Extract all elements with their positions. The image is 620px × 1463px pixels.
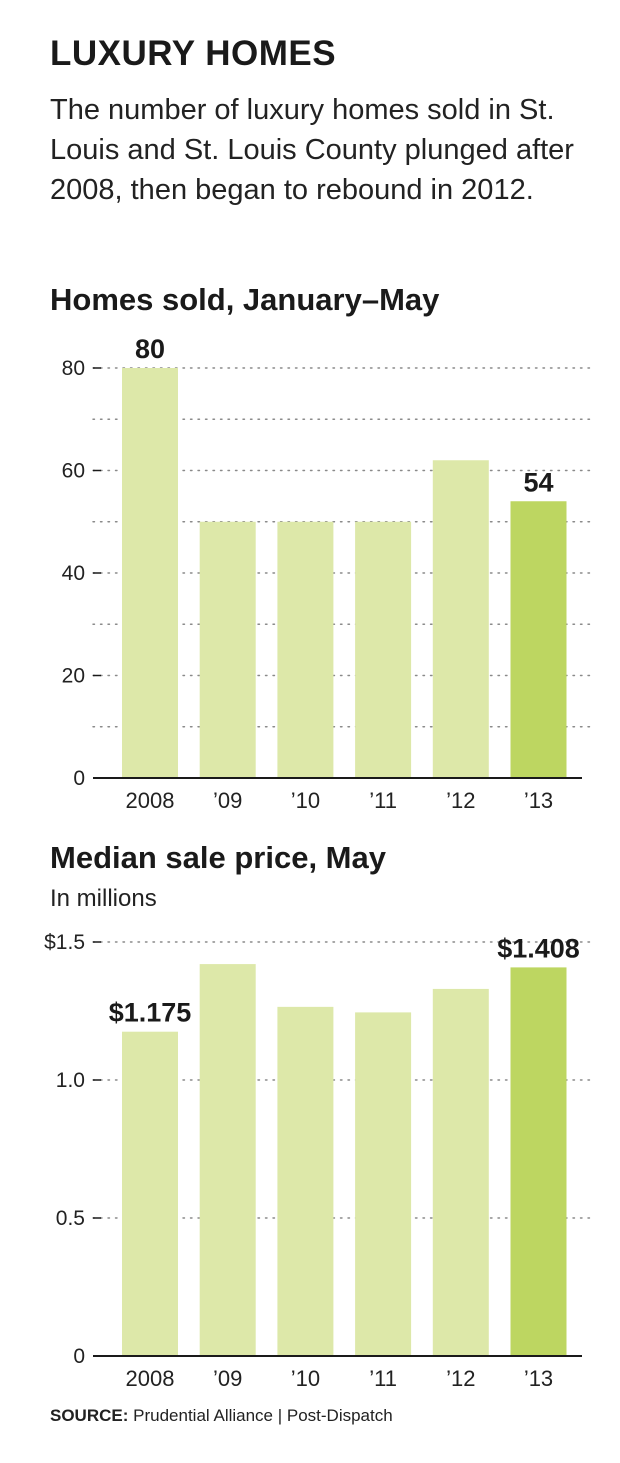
median-price-bar-2	[277, 1006, 334, 1356]
homes-sold-y-tick-label: 0	[73, 767, 85, 790]
median-price-y-tick-label: $1.5	[44, 931, 85, 954]
intro-text: The number of luxury homes sold in St. L…	[50, 94, 574, 206]
homes-sold-category-label: ’10	[291, 788, 320, 813]
homes-sold-bar-1	[199, 521, 256, 778]
median-price-bar-3	[355, 1012, 412, 1356]
homes-sold-category-label: ’09	[213, 788, 242, 813]
homes-sold-category-label: ’11	[369, 788, 397, 813]
homes-sold-y-tick-label: 20	[62, 665, 85, 688]
median-price-bar-0	[122, 1031, 178, 1356]
median-price-category-label: 2008	[126, 1366, 175, 1391]
source-text: Prudential Alliance | Post-Dispatch	[133, 1406, 393, 1425]
homes-sold-y-tick-label: 40	[62, 562, 85, 585]
homes-sold-y-tick-label: 80	[62, 357, 85, 380]
median-price-category-label: ’10	[291, 1366, 320, 1391]
homes-sold-bar-0	[122, 368, 178, 778]
source-label: SOURCE:	[50, 1406, 129, 1425]
homes-sold-category-label: 2008	[126, 788, 175, 813]
homes-sold-data-label: 80	[135, 334, 165, 364]
homes-sold-bar-3	[355, 521, 412, 778]
homes-sold-category-label: ’13	[524, 788, 553, 813]
median-price-data-label: $1.175	[109, 998, 192, 1028]
homes-sold-y-tick-label: 60	[62, 460, 85, 483]
median-price-category-label: ’09	[213, 1366, 242, 1391]
median-price-category-label: ’13	[524, 1366, 553, 1391]
page-title: LUXURY HOMES	[50, 34, 337, 73]
median-price-bar-1	[199, 964, 256, 1356]
homes-sold-bar-chart: 0 20 40 60 80 2008 ’09 ’10 ’11 ’12 ’13 80 54	[62, 334, 591, 813]
median-price-bar-5	[510, 967, 567, 1356]
median-price-bar-chart: 0 0.5 1.0 $1.5 2008 ’09 ’10 ’11 ’12 ’13 $1.175 $1.4…	[44, 931, 591, 1391]
homes-sold-data-label: 54	[523, 467, 553, 497]
median-price-chart-subtitle: In millions	[50, 885, 157, 912]
median-price-category-label: ’11	[369, 1366, 397, 1391]
source-note: SOURCE: Prudential Alliance | Post-Dispa…	[50, 1405, 393, 1427]
homes-sold-category-label: ’12	[446, 788, 475, 813]
homes-sold-bar-4	[432, 460, 489, 778]
median-price-y-tick-label: 0	[73, 1345, 85, 1368]
homes-sold-bar-5	[510, 501, 567, 778]
median-price-y-tick-label: 1.0	[56, 1069, 85, 1092]
homes-sold-bar-2	[277, 521, 334, 778]
median-price-chart-title: Median sale price, May	[50, 840, 386, 875]
median-price-category-label: ’12	[446, 1366, 475, 1391]
median-price-data-label: $1.408	[497, 933, 580, 963]
median-price-bar-4	[432, 988, 489, 1356]
median-price-y-tick-label: 0.5	[56, 1207, 85, 1230]
homes-sold-chart-title: Homes sold, January–May	[50, 282, 440, 317]
